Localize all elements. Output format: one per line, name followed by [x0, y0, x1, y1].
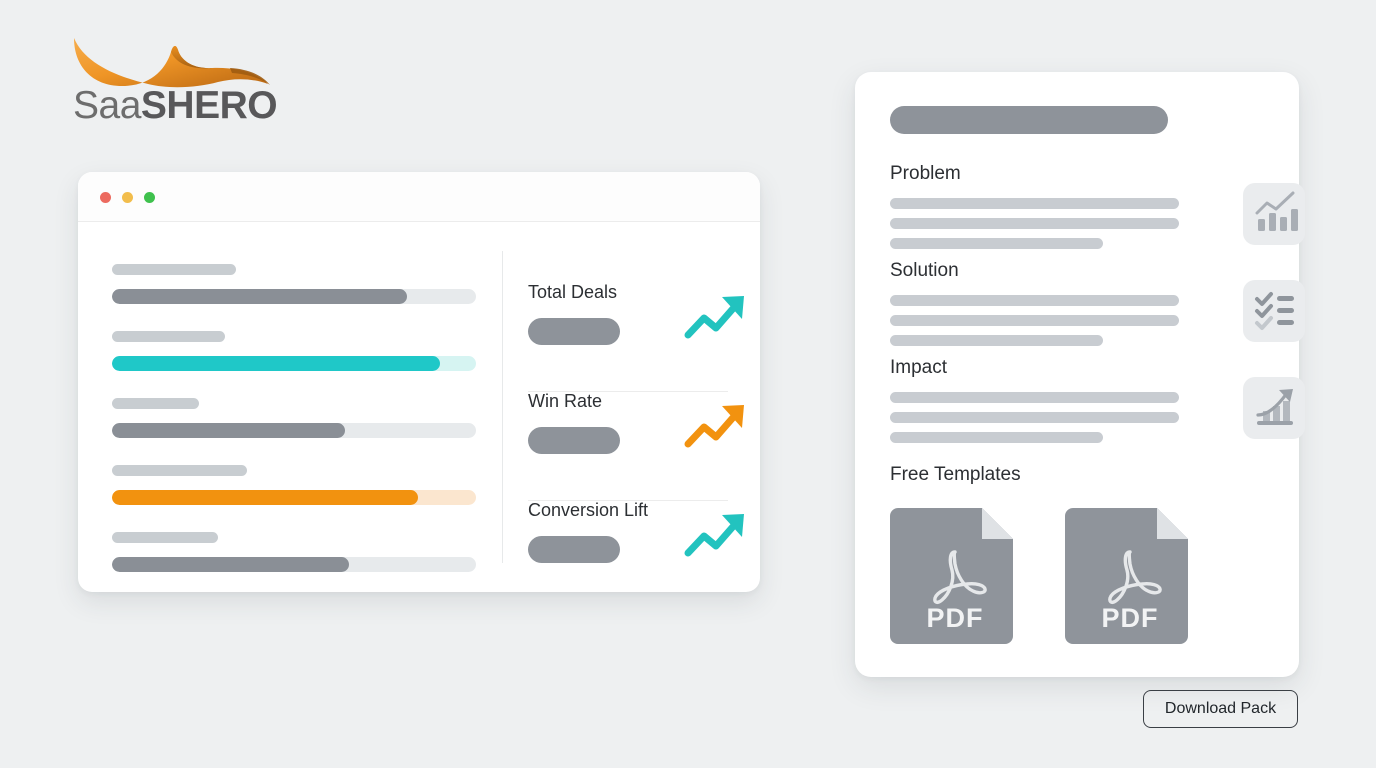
progress-fill [112, 557, 349, 572]
trend-up-arrow-icon [684, 405, 744, 448]
kpi-separator [528, 391, 728, 392]
trend-up-arrow-icon [684, 296, 744, 339]
growth-chart-icon [1243, 377, 1305, 439]
doc-section-problem: Problem [890, 163, 1305, 258]
text-line [890, 392, 1179, 403]
progress-track [112, 557, 476, 572]
brand-wordmark: SaaSHERO [73, 84, 278, 127]
one-pager-card: Problem Solution [855, 72, 1305, 677]
metric-label-placeholder [112, 331, 225, 342]
window-title-bar [78, 172, 760, 222]
text-line [890, 218, 1179, 229]
section-text-placeholder [890, 392, 1270, 443]
metric-row-list [112, 264, 476, 592]
metric-label-placeholder [112, 264, 236, 275]
brand-name-light: Saa [73, 84, 141, 127]
progress-fill [112, 423, 345, 438]
metric-label-placeholder [112, 532, 218, 543]
window-minimize-dot[interactable] [122, 192, 133, 203]
templates-list: PDF PDF [890, 500, 1196, 652]
pdf-file-icon[interactable]: PDF [1065, 500, 1196, 652]
doc-section-solution: Solution [890, 260, 1305, 355]
metric-row [112, 264, 476, 331]
swoosh-icon [74, 38, 270, 88]
metric-row [112, 532, 476, 592]
metric-label-placeholder [112, 465, 247, 476]
svg-text:PDF: PDF [1102, 603, 1159, 633]
doc-title-placeholder [890, 106, 1168, 134]
text-line [890, 432, 1103, 443]
progress-fill [112, 289, 407, 304]
svg-text:PDF: PDF [927, 603, 984, 633]
kpi-value-placeholder [528, 536, 620, 563]
brand-logo: SaaSHERO [70, 32, 320, 127]
dashboard-body: Total Deals Win Rate [78, 221, 760, 592]
kpi-value-placeholder [528, 427, 620, 454]
metric-label-placeholder [112, 398, 200, 409]
kpi-conversion-lift[interactable]: Conversion Lift [528, 500, 744, 592]
metric-row [112, 398, 476, 465]
progress-fill [112, 356, 440, 371]
kpi-list: Total Deals Win Rate [528, 282, 744, 592]
progress-fill [112, 490, 418, 505]
section-text-placeholder [890, 295, 1270, 346]
text-line [890, 238, 1103, 249]
pdf-file-icon[interactable]: PDF [890, 500, 1021, 652]
kpi-title: Total Deals [528, 282, 618, 302]
text-line [890, 198, 1179, 209]
templates-heading: Free Templates [890, 464, 1021, 485]
panel-divider [502, 251, 503, 563]
progress-track [112, 289, 476, 304]
progress-track [112, 490, 476, 505]
brand-name-bold: SHERO [140, 84, 278, 127]
text-line [890, 412, 1179, 423]
trend-up-arrow-icon [684, 514, 744, 557]
section-heading: Impact [890, 357, 948, 378]
window-zoom-dot[interactable] [144, 192, 155, 203]
window-close-dot[interactable] [100, 192, 111, 203]
metric-row [112, 331, 476, 398]
dashboard-window-card: Total Deals Win Rate [78, 172, 760, 592]
kpi-value-placeholder [528, 318, 620, 345]
bar-chart-line-icon [1243, 183, 1305, 245]
text-line [890, 315, 1179, 326]
section-text-placeholder [890, 198, 1270, 249]
progress-track [112, 423, 476, 438]
checklist-icon [1243, 280, 1305, 342]
kpi-win-rate[interactable]: Win Rate [528, 391, 744, 501]
download-pack-button[interactable]: Download Pack [1143, 690, 1298, 728]
text-line [890, 295, 1179, 306]
section-heading: Problem [890, 163, 961, 184]
kpi-total-deals[interactable]: Total Deals [528, 282, 744, 392]
kpi-title: Win Rate [528, 391, 603, 411]
metric-row [112, 465, 476, 532]
doc-section-impact: Impact [890, 357, 1305, 452]
section-heading: Solution [890, 260, 959, 281]
text-line [890, 335, 1103, 346]
kpi-title: Conversion Lift [528, 500, 649, 520]
progress-track [112, 356, 476, 371]
kpi-separator [528, 500, 728, 501]
